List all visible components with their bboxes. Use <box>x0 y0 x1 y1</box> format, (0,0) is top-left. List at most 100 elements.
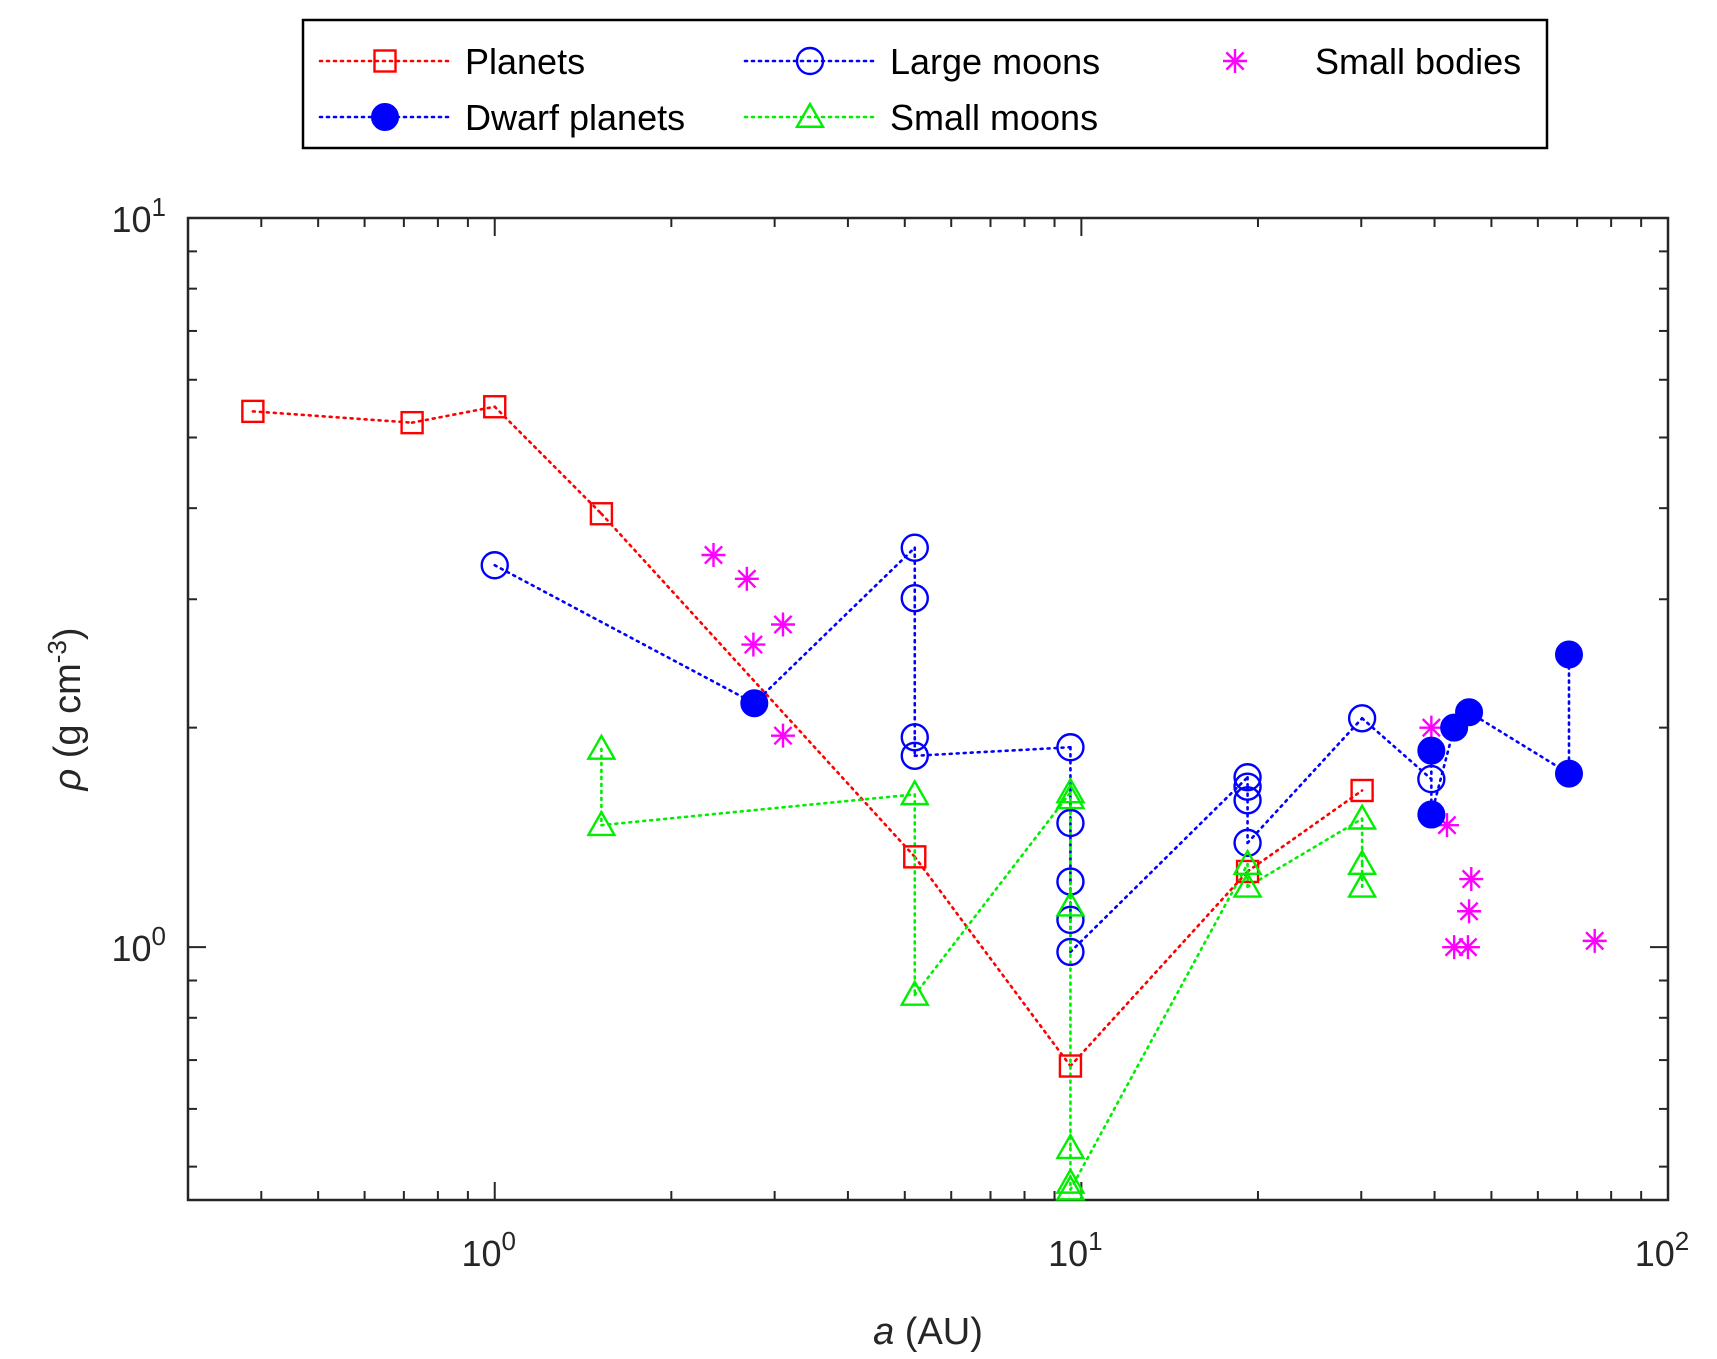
large-moons-line-segment <box>493 563 756 705</box>
legend-label: Dwarf planets <box>465 97 685 138</box>
small-bodies-point <box>1455 935 1480 960</box>
legend-marker-large-moons <box>795 46 825 76</box>
small-moons-line-segment <box>600 793 917 827</box>
large-moons-point <box>1233 763 1262 792</box>
plot-area-border <box>186 216 1670 1202</box>
legend-label: Small bodies <box>1315 41 1521 82</box>
dwarf-planets-point <box>1554 640 1583 669</box>
small-moons-point <box>899 778 930 806</box>
y-tick-label: 100 <box>111 921 166 969</box>
legend-entry-small-bodies: Small bodies <box>1223 41 1521 82</box>
y-tick-label: 101 <box>111 192 166 240</box>
large-moons-point <box>900 583 929 613</box>
planets-line-segment <box>410 405 497 424</box>
large-moons-line-segment <box>1246 716 1364 845</box>
large-moons-point <box>900 723 929 752</box>
large-moons-point <box>1056 808 1085 838</box>
small-bodies-point <box>1457 899 1482 924</box>
dwarf-planets-line-segment <box>1467 710 1571 775</box>
y-axis-label-variable: ρ <box>47 769 89 792</box>
small-bodies-point <box>1419 715 1444 740</box>
x-axis-label-unit: (AU) <box>894 1311 983 1353</box>
small-bodies-point <box>770 612 795 637</box>
planets-line-segment <box>1069 870 1249 1068</box>
large-moons-line-segment <box>753 546 917 705</box>
small-moons-point <box>1347 803 1378 830</box>
legend-entry-planets: Planets <box>318 41 585 82</box>
small-moons-point <box>1055 782 1086 810</box>
large-moons-point <box>1347 704 1377 733</box>
dwarf-planets-point <box>1417 800 1446 829</box>
dwarf-planets-point <box>1417 736 1446 765</box>
small-moons-point <box>586 733 617 760</box>
small-bodies-point <box>1459 867 1484 892</box>
legend-marker-dwarf-planets <box>371 103 399 131</box>
large-moons-point <box>1056 733 1085 762</box>
small-moons-point <box>1055 1174 1086 1201</box>
small-moons-point <box>1055 1132 1086 1160</box>
small-moons-line-segment <box>1069 862 1249 1191</box>
dwarf-planets-point <box>1455 698 1484 727</box>
x-tick-label: 101 <box>1048 1226 1103 1274</box>
planets-point <box>483 395 507 419</box>
small-moons-line-segment <box>1246 817 1364 889</box>
large-moons-point <box>1417 764 1446 794</box>
y-axis-label-exponent: -3 <box>42 640 72 663</box>
planets-line-segment <box>913 855 1072 1068</box>
small-moons-point <box>899 979 930 1006</box>
legend-label: Planets <box>465 41 585 82</box>
dwarf-planets-point <box>1554 759 1583 788</box>
planets-line-segment <box>600 512 917 859</box>
small-moons-point <box>1055 777 1086 804</box>
x-tick-label: 102 <box>1635 1226 1690 1274</box>
series-markers <box>241 395 1607 1201</box>
plot-frame <box>186 216 1670 1202</box>
legend-box <box>301 18 1549 150</box>
large-moons-line-segment <box>913 745 1072 758</box>
legend-entry-small-moons: Small moons <box>743 97 1098 138</box>
legend-label: Large moons <box>890 41 1100 82</box>
planets-line-segment <box>251 410 414 424</box>
small-moons-line-segment <box>913 791 1072 997</box>
x-axis-label-variable: a <box>873 1311 894 1353</box>
large-moons-line-segment <box>1360 716 1433 781</box>
small-moons-point <box>1232 871 1263 898</box>
large-moons-point <box>480 551 509 580</box>
large-moons-point <box>1233 772 1262 801</box>
legend-entry-large-moons: Large moons <box>743 41 1100 82</box>
legend: Planets Large moons Small bodies Dwarf plan… <box>301 18 1549 150</box>
series-lines <box>251 405 1571 1191</box>
x-tick-label: 100 <box>461 1226 516 1274</box>
axis-ticks <box>187 217 1669 1200</box>
planets-point <box>400 410 424 435</box>
large-moons-point <box>900 533 929 562</box>
small-moons-point <box>586 809 617 837</box>
legend-label: Small moons <box>890 97 1098 138</box>
planets-line-segment <box>1246 789 1364 873</box>
legend-marker-planets <box>373 49 397 73</box>
legend-marker-small-bodies <box>1223 49 1247 73</box>
large-moons-point <box>1233 786 1262 815</box>
planets-line-segment <box>493 405 603 516</box>
legend-marker-small-moons <box>794 101 826 128</box>
small-moons-point <box>1347 871 1378 898</box>
small-bodies-point <box>701 542 726 567</box>
planets-point <box>241 399 265 424</box>
y-axis-label: ρ (g cm-3) <box>42 627 89 791</box>
small-bodies-point <box>770 723 795 748</box>
large-moons-point <box>1056 937 1085 967</box>
x-axis-label: a (AU) <box>873 1311 983 1353</box>
small-moons-point <box>1055 1167 1086 1194</box>
planets-point <box>1058 1054 1083 1078</box>
planets-point <box>589 502 614 526</box>
planets-point <box>903 845 927 869</box>
y-axis-label-close: ) <box>47 627 89 640</box>
small-moons-point <box>1055 890 1086 917</box>
small-bodies-point <box>1582 928 1607 953</box>
small-bodies-point <box>734 566 759 591</box>
planets-point <box>1350 778 1374 803</box>
large-moons-point <box>900 741 929 770</box>
dwarf-planets-point <box>740 689 769 718</box>
y-axis-label-unit: (g cm <box>47 663 89 769</box>
